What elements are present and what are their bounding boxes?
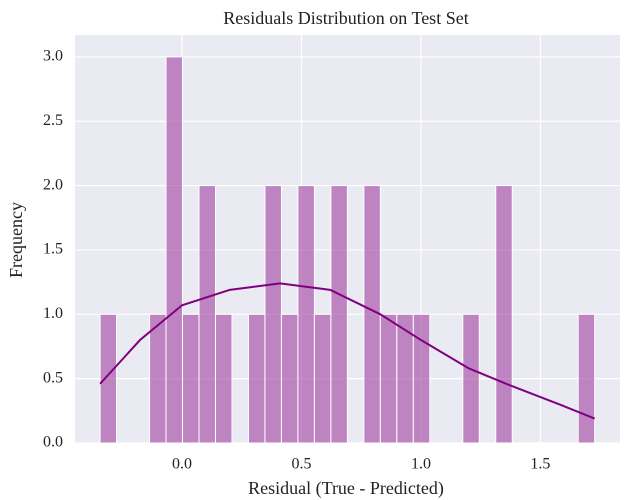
bar (198, 185, 216, 444)
y-tick-label: 0.5 (43, 369, 63, 386)
bar (330, 185, 348, 444)
y-tick-label: 0.0 (43, 434, 63, 451)
y-tick-label: 2.0 (43, 176, 63, 193)
bar (247, 313, 266, 444)
y-tick-label: 3.0 (43, 48, 63, 65)
y-tick-label: 2.5 (43, 112, 63, 129)
bar (412, 313, 431, 444)
bar (280, 313, 299, 444)
bar (297, 185, 315, 444)
chart-title: Residuals Distribution on Test Set (223, 8, 468, 28)
x-axis-label: Residual (True - Predicted) (248, 478, 444, 499)
bar (165, 56, 184, 444)
y-tick-label: 1.0 (43, 305, 63, 322)
x-tick-label: 0.0 (172, 456, 192, 473)
bar (214, 313, 233, 444)
bar (495, 185, 513, 444)
bar (264, 185, 282, 444)
bar (577, 313, 596, 444)
x-tick-label: 1.5 (530, 456, 550, 473)
bar (313, 313, 332, 444)
bar (462, 313, 480, 444)
bar (149, 313, 167, 444)
y-tick-label: 1.5 (43, 241, 63, 258)
y-axis-label: Frequency (6, 202, 26, 278)
bar (99, 313, 118, 444)
kde-line (99, 282, 596, 420)
bar (182, 313, 200, 444)
x-tick-label: 1.0 (411, 456, 431, 473)
bar (363, 185, 381, 444)
bar (379, 313, 398, 444)
x-tick-label: 0.5 (292, 456, 312, 473)
